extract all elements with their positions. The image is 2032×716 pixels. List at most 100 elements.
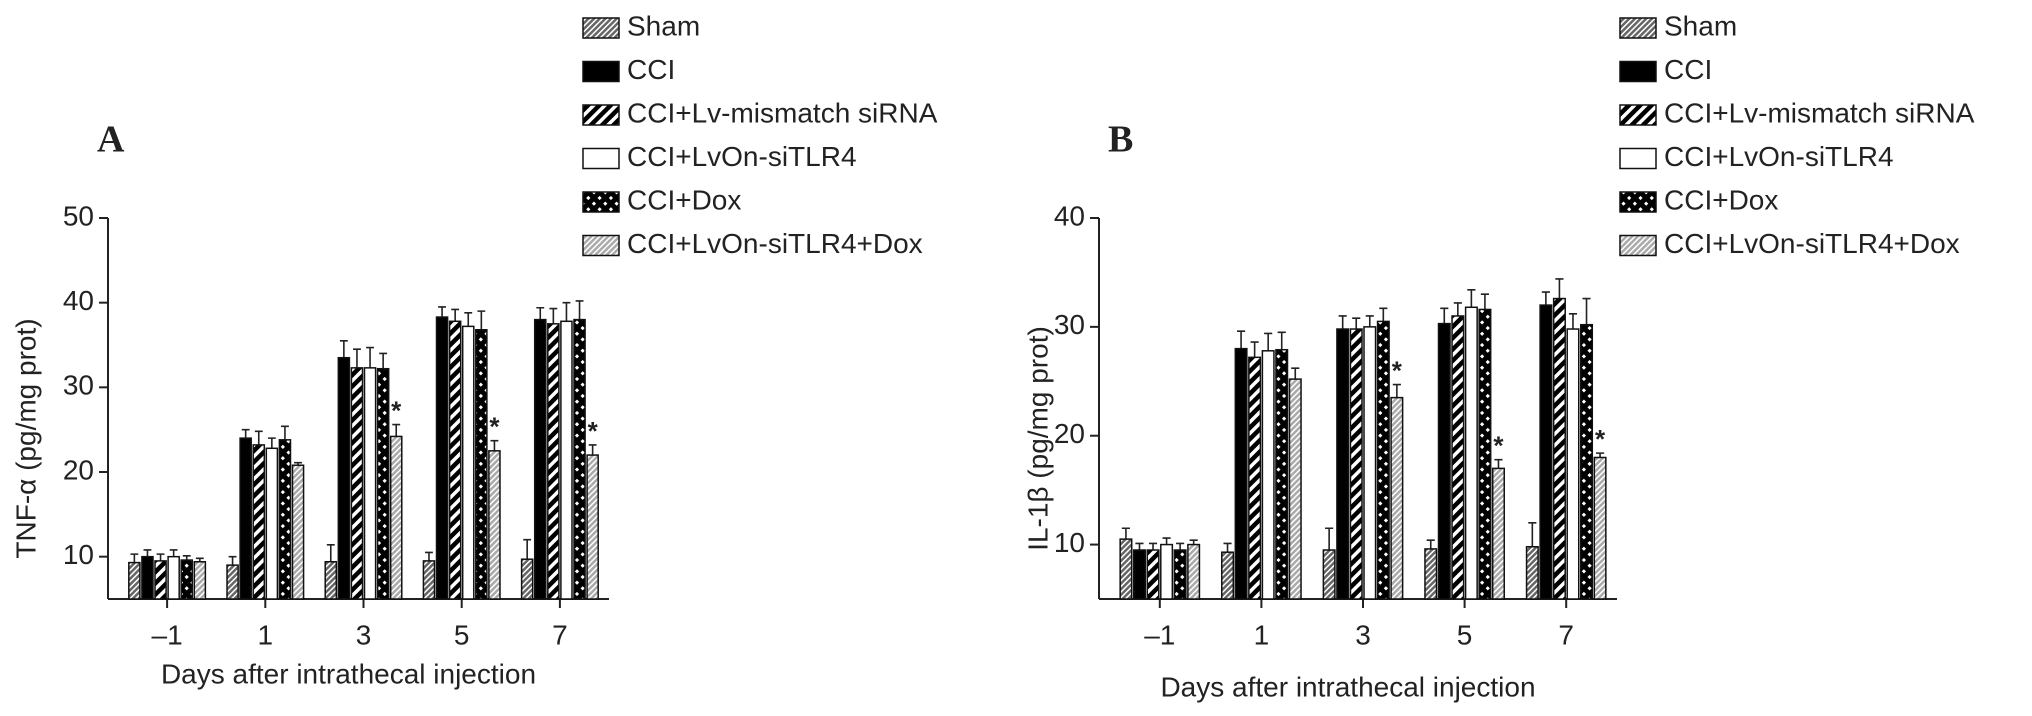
annotation: *	[1392, 355, 1403, 385]
error-bar	[549, 307, 558, 324]
error-bar	[1135, 542, 1144, 551]
bar	[1437, 322, 1451, 600]
error-bar	[1338, 315, 1347, 330]
bar	[1525, 545, 1539, 600]
error-bar	[1250, 341, 1259, 358]
bar	[547, 323, 560, 600]
legend-swatch	[1619, 60, 1657, 83]
bar	[1349, 328, 1363, 600]
legend-swatch	[582, 104, 620, 126]
bar	[193, 560, 207, 600]
bar	[1187, 543, 1201, 600]
error-bar	[1453, 302, 1462, 316]
error-bar	[267, 437, 276, 449]
y-tick-label: 40	[63, 285, 94, 316]
legend-swatch	[582, 60, 620, 83]
legend-label: CCI+LvOn-siTLR4+Dox	[627, 228, 923, 259]
bar	[1261, 350, 1275, 600]
error-bar	[425, 551, 433, 561]
error-bar	[1426, 539, 1435, 549]
bar	[1119, 538, 1133, 600]
legend-label: CCI+Dox	[1664, 184, 1778, 215]
bar	[1336, 328, 1350, 600]
bar	[435, 316, 449, 600]
legend-swatch	[1619, 17, 1657, 39]
legend-label: CCI+Dox	[627, 184, 741, 215]
legend-swatch	[1619, 234, 1657, 257]
y-tick-label: 30	[1054, 309, 1085, 340]
legend-swatch	[582, 191, 620, 213]
bar	[1248, 356, 1262, 600]
bar	[1539, 304, 1553, 600]
legend-label: Sham	[1664, 10, 1737, 41]
y-axis-title: TNF-α (pg/mg prot)	[10, 318, 41, 558]
bar	[141, 555, 154, 600]
error-bar	[575, 300, 584, 320]
error-bar	[536, 306, 545, 320]
y-tick-label: 30	[63, 370, 94, 401]
legend-swatch	[1619, 191, 1657, 213]
error-bar	[523, 538, 532, 560]
bar	[1464, 306, 1478, 600]
x-tick-label: 5	[454, 619, 470, 650]
x-tick-label: 7	[552, 619, 568, 650]
error-bar	[1223, 542, 1232, 553]
error-bar	[228, 555, 237, 566]
bar	[291, 464, 305, 600]
error-bar	[1480, 293, 1489, 310]
bar	[1132, 549, 1147, 600]
error-bar	[1237, 330, 1246, 349]
legend-swatch	[1619, 104, 1657, 126]
x-tick-label: 7	[1558, 619, 1574, 650]
error-bar	[1264, 332, 1273, 351]
legend-swatch	[582, 147, 620, 170]
x-tick-label: 3	[1355, 619, 1371, 650]
bar	[376, 367, 390, 600]
legend-label: Sham	[627, 10, 700, 41]
annotation: *	[391, 395, 402, 425]
error-bar	[490, 439, 499, 451]
legend-label: CCI+Lv-mismatch siRNA	[1664, 97, 1975, 128]
bar	[1552, 297, 1566, 600]
x-tick-label: –1	[152, 619, 183, 650]
error-bar	[1467, 289, 1476, 308]
x-tick-label: 5	[1457, 619, 1473, 650]
bar	[488, 450, 501, 600]
error-bar	[143, 549, 152, 557]
error-bar	[1440, 307, 1449, 324]
y-tick-label: 20	[1054, 418, 1085, 449]
x-tick-label: –1	[1144, 619, 1175, 650]
error-bar	[562, 301, 571, 322]
bar	[1579, 323, 1594, 600]
error-bar	[1277, 331, 1286, 350]
bar	[560, 320, 573, 600]
legend-swatch	[1619, 147, 1657, 170]
bar	[252, 444, 266, 600]
error-bar	[477, 310, 486, 330]
y-tick-label: 40	[1054, 200, 1085, 231]
error-bar	[1555, 278, 1564, 299]
error-bar	[1568, 312, 1578, 330]
error-bar	[1325, 527, 1334, 551]
x-axis-title: Days after intrathecal injection	[161, 658, 536, 689]
bar	[167, 555, 180, 600]
bar	[1593, 456, 1607, 600]
bar	[350, 367, 364, 600]
legend-label: CCI+Lv-mismatch siRNA	[627, 97, 938, 128]
annotation: *	[588, 416, 599, 446]
annotation: *	[1595, 424, 1606, 454]
bar	[180, 559, 194, 600]
bar	[1566, 328, 1580, 600]
y-tick-label: 10	[63, 539, 94, 570]
error-bar	[1541, 291, 1550, 306]
error-bar	[353, 348, 361, 368]
legend-label: CCI+LvOn-siTLR4	[1664, 141, 1894, 172]
bar	[239, 437, 252, 600]
y-tick-label: 20	[63, 454, 94, 485]
bar	[586, 454, 599, 600]
error-bar	[1379, 307, 1388, 322]
error-bar	[281, 425, 289, 440]
bar	[461, 325, 475, 600]
bar	[226, 564, 239, 600]
error-bar	[130, 553, 139, 563]
